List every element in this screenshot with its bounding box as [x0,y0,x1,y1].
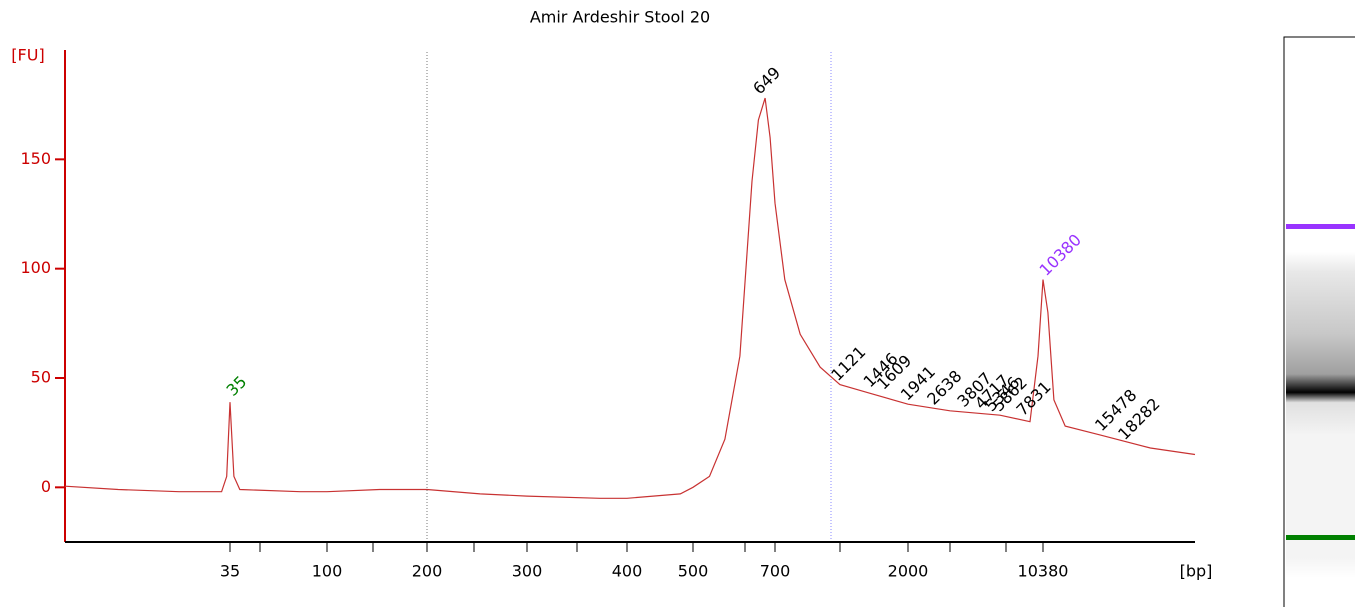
x-tick-label: 700 [760,562,791,581]
y-axis-label: [FU] [11,46,44,65]
x-tick-label: 400 [612,562,643,581]
y-tick-label: 50 [31,368,51,387]
x-tick-label: 200 [412,562,443,581]
x-tick-label: 500 [678,562,709,581]
y-tick-label: 100 [20,258,51,277]
trace [64,97,1196,499]
x-tick-label: 35 [220,562,240,581]
x-tick-label: 2000 [888,562,929,581]
x-tick-label: 10380 [1018,562,1069,581]
upper-marker-band [1286,224,1355,229]
gel-lane [1286,170,1355,578]
x-tick-label: 100 [312,562,343,581]
peak-label: 35 [223,372,251,400]
peak-label: 10380 [1036,230,1085,279]
y-tick-label: 150 [20,149,51,168]
y-tick-label: 0 [41,477,51,496]
x-tick-label: 300 [512,562,543,581]
peak-label: 649 [749,63,784,98]
lower-marker-band [1286,535,1355,540]
chart-title: Amir Ardeshir Stool 20 [530,8,710,27]
minor-ticks [259,542,1007,552]
x-axis-label: [bp] [1180,562,1213,581]
